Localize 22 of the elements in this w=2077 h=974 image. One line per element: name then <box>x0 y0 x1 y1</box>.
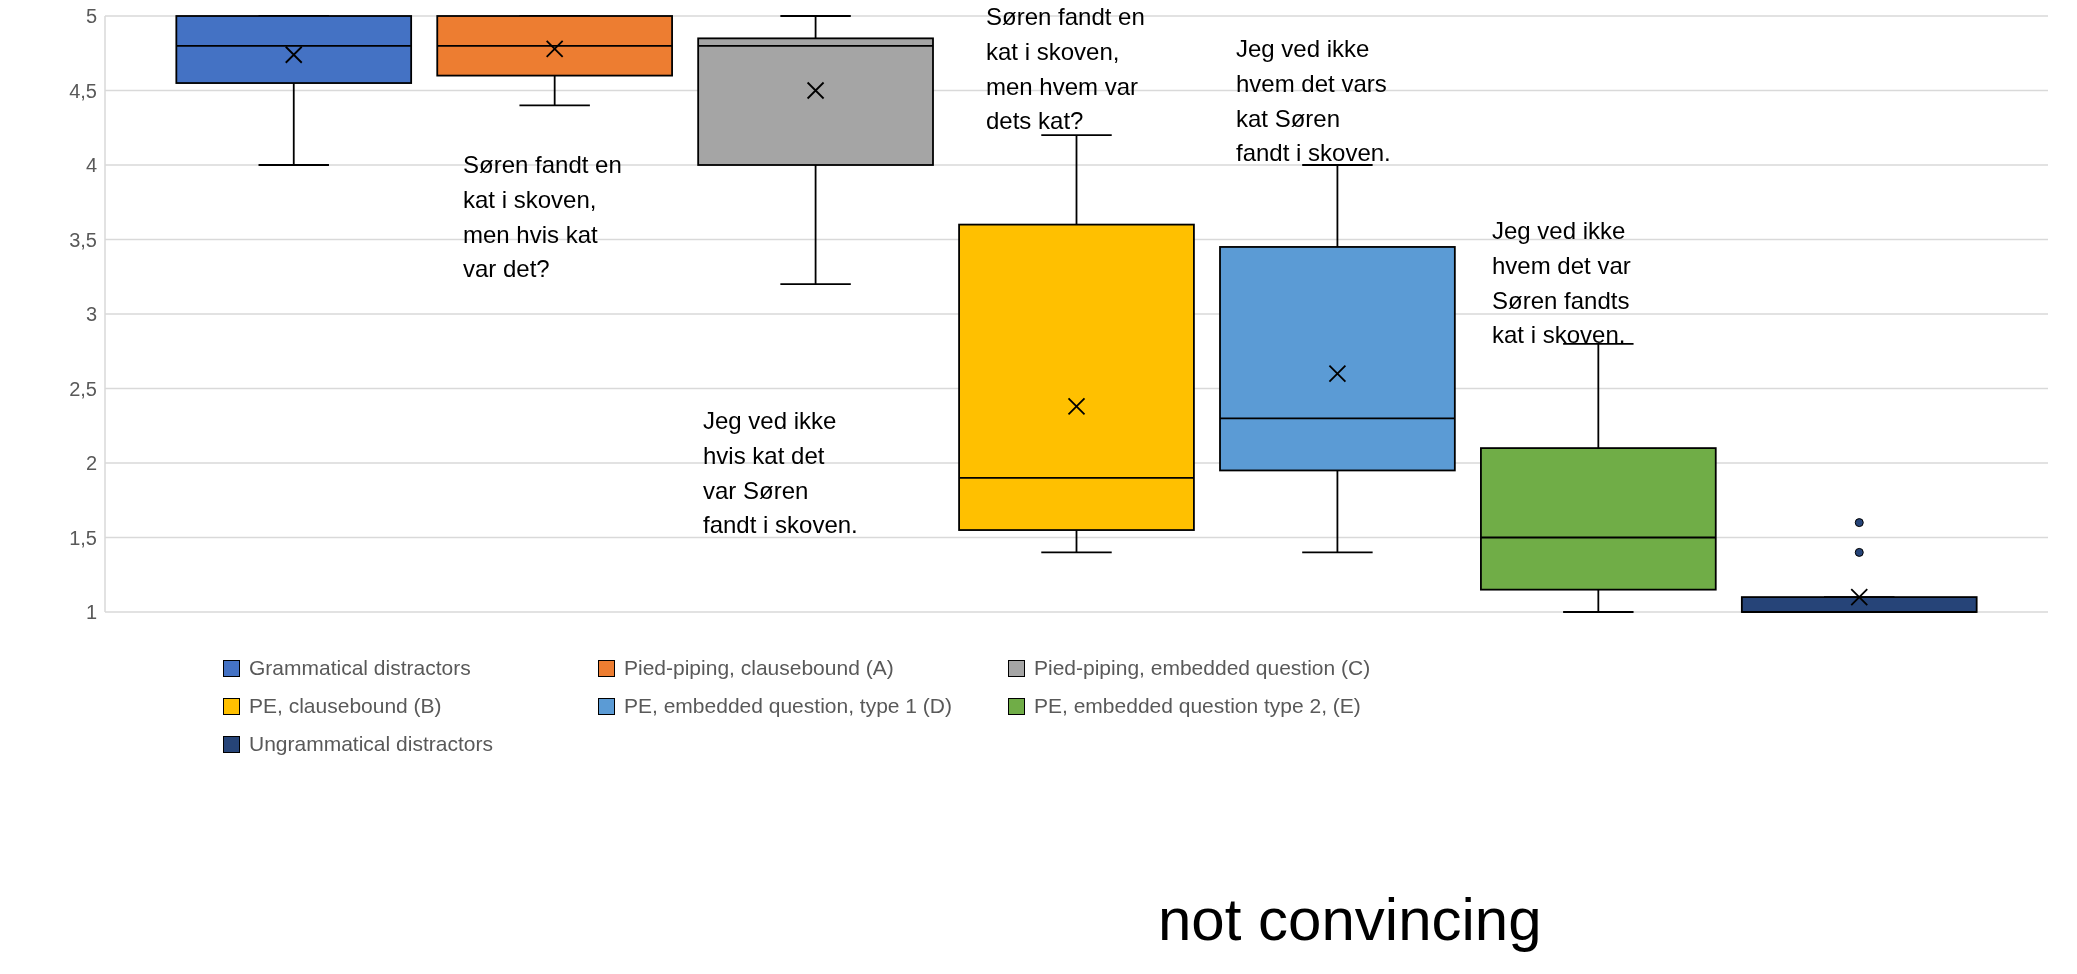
annotation: Jeg ved ikke hvem det var Søren fandts kat i skoven. <box>1492 216 1631 351</box>
annotation: Jeg ved ikke hvis kat det var Søren fandt i skoven. <box>703 406 858 541</box>
y-tick-label: 4 <box>85 154 97 177</box>
y-tick-label: 3,5 <box>69 228 97 251</box>
y-tick-label: 4,5 <box>69 79 97 102</box>
y-tick-label: 2 <box>85 452 97 475</box>
annotation: Søren fandt en kat i skoven, men hvis kat var det? <box>463 150 622 285</box>
y-tick-label: 2,5 <box>69 377 97 400</box>
annotation: Søren fandt en kat i skoven, men hvem var dets kat? <box>986 2 1145 137</box>
legend-label: Pied-piping, clausebound (A) <box>624 656 894 680</box>
text: not convincing <box>1158 885 1542 955</box>
y-tick-label: 5 <box>85 5 97 28</box>
legend-label: PE, clausebound (B) <box>249 694 442 718</box>
y-tick-label: 1,5 <box>69 526 97 549</box>
legend-label: Pied-piping, embedded question (C) <box>1034 656 1371 680</box>
y-tick-label: 3 <box>85 303 97 326</box>
legend-label: Grammatical distractors <box>249 656 471 680</box>
legend-label: Ungrammatical distractors <box>249 732 493 756</box>
legend-label: PE, embedded question, type 1 (D) <box>624 694 953 718</box>
y-tick-label: 1 <box>85 601 97 624</box>
legend-label: PE, embedded question type 2, (E) <box>1034 694 1361 718</box>
annotation: Jeg ved ikke hvem det vars kat Søren fandt i skoven. <box>1236 34 1391 169</box>
